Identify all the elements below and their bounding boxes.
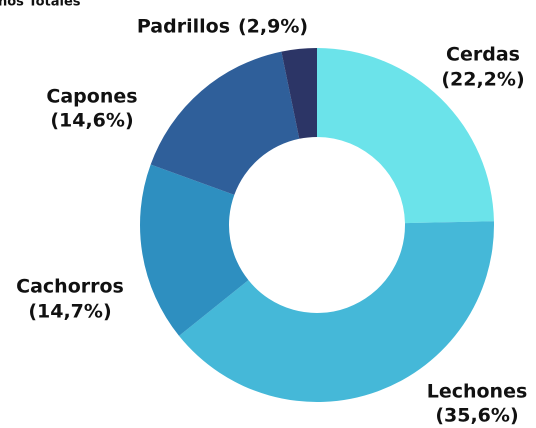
value-label: (2,9%) bbox=[238, 16, 308, 38]
slice bbox=[317, 48, 494, 224]
slice bbox=[179, 221, 494, 403]
value-label: (22,2%) bbox=[441, 69, 524, 91]
value-label: (35,6%) bbox=[435, 405, 518, 427]
slice bbox=[140, 164, 249, 336]
value-label: (14,7%) bbox=[28, 301, 111, 323]
slice-label: Capones bbox=[46, 86, 137, 108]
slice bbox=[281, 48, 317, 139]
slice-label: Cerdas bbox=[446, 44, 520, 66]
slice-label: Lechones bbox=[427, 381, 528, 403]
slice bbox=[150, 51, 300, 195]
slice-label: Padrillos bbox=[137, 16, 230, 38]
slice-label: Cachorros bbox=[16, 276, 124, 298]
chart-title: nos Totales bbox=[0, 0, 81, 10]
value-label: (14,6%) bbox=[50, 110, 133, 132]
